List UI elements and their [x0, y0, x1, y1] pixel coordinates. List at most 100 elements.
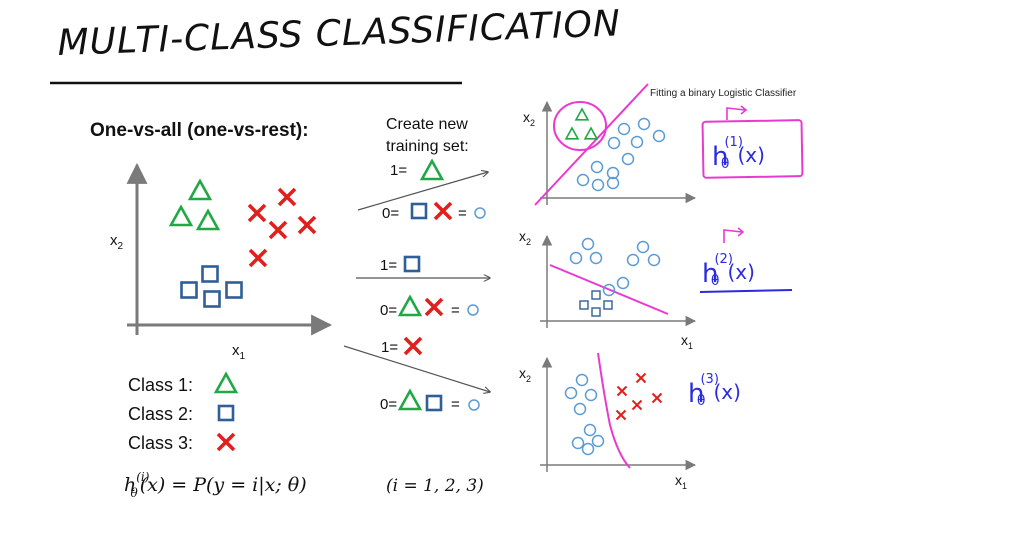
plot3-x1-label: x1 — [675, 472, 687, 491]
training-set-column: Create new training set: 1= 0= = 1= 0= =… — [343, 116, 490, 413]
set1-arrow — [357, 172, 488, 211]
class3-legend-icon — [216, 432, 236, 452]
class2-point — [203, 290, 221, 308]
hypothesis-1-text: h(1) θ (x) — [712, 135, 765, 172]
plot1-negative-circle — [621, 152, 635, 166]
set2-negative-cross — [424, 297, 444, 317]
class3-point — [248, 248, 268, 268]
class3-point — [247, 203, 267, 223]
plot3-boundary — [597, 352, 631, 469]
hypothesis-formula: h(i) θ (x) = P(y = i|x; θ) — [124, 470, 307, 500]
class3-point — [268, 220, 288, 240]
plot2-positive-square — [591, 307, 601, 317]
classifier-plot-1: x2 — [523, 83, 697, 206]
class3-point — [277, 187, 297, 207]
plot2-negative-circle — [647, 253, 661, 267]
class2-point — [201, 265, 219, 283]
plot1-negative-circle — [607, 136, 621, 150]
plot1-negative-circle — [617, 122, 631, 136]
class-index-range: (i = 1, 2, 3) — [386, 476, 484, 496]
plot1-positive-triangle — [564, 126, 580, 140]
plot1-negative-circle — [606, 166, 620, 180]
class-3-label: Class 3: — [128, 433, 193, 453]
plot1-negative-circle — [630, 135, 644, 149]
set1-negative-label: 0= — [382, 205, 399, 222]
plot3-positive-cross — [616, 385, 628, 397]
class-1-label: Class 1: — [128, 375, 193, 395]
page-title: MULTI-CLASS CLASSIFICATION — [57, 3, 622, 64]
set3-eq: = — [451, 396, 460, 413]
plot3-positive-cross — [615, 409, 627, 421]
set2-negative-circle — [467, 304, 479, 316]
hypothesis-1-box — [701, 119, 804, 179]
main-scatter-plot: x2 x1 — [110, 162, 333, 362]
main-x2-label: x2 — [110, 232, 124, 252]
plot3-negative-circle — [584, 388, 598, 402]
plot2-positive-square — [591, 290, 601, 300]
plot3-negative-circle — [583, 423, 597, 437]
set2-negative-label: 0= — [380, 302, 397, 319]
set1-positive-label: 1= — [390, 162, 407, 179]
class1-point — [195, 208, 221, 231]
plot1-negative-circle — [652, 129, 666, 143]
class3-point — [297, 215, 317, 235]
plot1-negative-circle — [637, 117, 651, 131]
set1-negative-cross — [433, 201, 453, 221]
plot1-class-circle — [553, 101, 607, 151]
class2-legend-icon — [217, 404, 235, 422]
plot1-negative-circle — [590, 160, 604, 174]
plot3-negative-circle — [564, 386, 578, 400]
plot2-positive-square — [579, 300, 589, 310]
plot2-boundary — [549, 264, 669, 315]
hypothesis-2-underline — [699, 289, 793, 293]
class1-point — [168, 204, 194, 227]
class-legend: Class 1: Class 2: Class 3: — [128, 371, 239, 453]
plot3-negative-circle — [571, 436, 585, 450]
classifier-plot-2: x2 x1 — [519, 228, 697, 351]
fitting-annotation: Fitting a binary Logistic Classifier — [650, 88, 797, 99]
section-heading: One-vs-all (one-vs-rest): — [90, 120, 309, 141]
plot2-negative-circle — [626, 253, 640, 267]
set2-eq: = — [451, 302, 460, 319]
plot1-positive-triangle — [574, 107, 590, 121]
set3-positive-cross — [403, 336, 423, 356]
plot2-negative-circle — [636, 240, 650, 254]
class1-legend-icon — [213, 371, 239, 394]
hypothesis-2-pointer — [723, 227, 745, 243]
plot1-negative-circle — [576, 173, 590, 187]
main-x1-label: x1 — [232, 342, 246, 362]
set3-negative-triangle — [397, 388, 423, 411]
plot2-positive-square — [603, 300, 613, 310]
plot3-positive-cross — [631, 399, 643, 411]
plot1-x2-label: x2 — [523, 109, 535, 128]
set3-negative-circle — [468, 399, 480, 411]
plot1-negative-circle — [591, 178, 605, 192]
hypothesis-2-text: h(2) θ (x) — [702, 252, 755, 289]
class-2-label: Class 2: — [128, 404, 193, 424]
plot3-x2-label: x2 — [519, 365, 531, 384]
class2-point — [225, 281, 243, 299]
set1-negative-circle — [474, 207, 486, 219]
plot1-boundary — [534, 83, 649, 206]
plot2-negative-circle — [589, 251, 603, 265]
plot3-positive-cross — [651, 392, 663, 404]
plot2-negative-circle — [569, 251, 583, 265]
plot3-negative-circle — [573, 402, 587, 416]
hypothesis-3: h(3) θ (x) — [688, 372, 741, 409]
set3-negative-square — [425, 394, 443, 412]
class1-point — [187, 178, 213, 201]
set3-arrow — [343, 345, 490, 392]
plot2-negative-circle — [581, 237, 595, 251]
create-label-line1: Create new — [386, 116, 468, 133]
set1-negative-square — [410, 202, 428, 220]
plot1-positive-triangle — [583, 126, 599, 140]
hypothesis-3-text: h(3) θ (x) — [688, 372, 741, 409]
plot2-x1-label: x1 — [681, 332, 693, 351]
plot3-negative-circle — [581, 442, 595, 456]
set2-negative-triangle — [397, 294, 423, 317]
plot1-negative-circle — [606, 176, 620, 190]
set2-positive-square — [403, 255, 421, 273]
classifier-plot-3: x2 x1 — [519, 352, 697, 491]
plot2-x2-label: x2 — [519, 228, 531, 247]
